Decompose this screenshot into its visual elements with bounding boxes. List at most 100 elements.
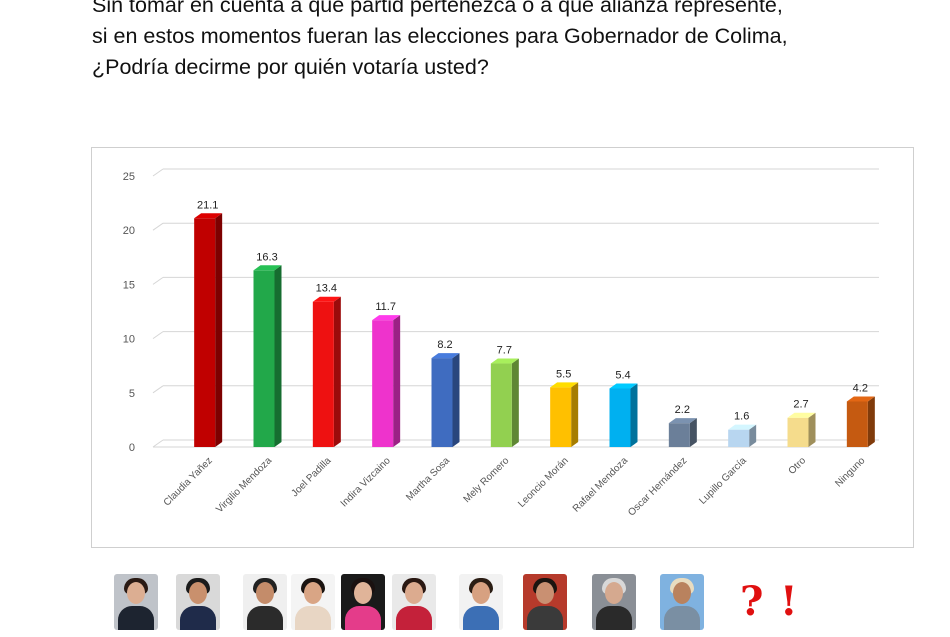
x-tick-label: Otro (787, 455, 809, 477)
gridline-diag (152, 168, 164, 177)
y-tick-label: 10 (123, 334, 135, 346)
bar-front (550, 387, 572, 447)
gridline-diag (152, 385, 164, 394)
bar-front (431, 358, 453, 447)
gridline-diag (152, 331, 164, 340)
question-mark-icon: ? (740, 578, 764, 625)
bar-front (609, 388, 631, 447)
bar-9 (668, 418, 697, 447)
bar-front (846, 401, 868, 447)
bar-3 (312, 296, 341, 447)
gridline-diag (152, 439, 164, 448)
data-label: 2.7 (793, 399, 808, 411)
x-tick-label: Claudia Yañez (162, 455, 215, 508)
data-label: 4.2 (853, 382, 868, 394)
bar-top (668, 418, 697, 424)
bar-chart: 0 5 10 15 20 25 21.1 Claudia Yañez 16.3 Virgilio … (123, 168, 879, 519)
photo-rafael-mendoza (523, 574, 567, 630)
bar-front (490, 363, 512, 447)
bar-top (609, 383, 638, 389)
bar-front (194, 218, 216, 447)
title-line-1: Sin tomar en cuenta a que partid pertene… (92, 0, 783, 17)
data-label: 5.5 (556, 368, 571, 380)
bar-12 (846, 396, 875, 447)
bar-front (253, 270, 275, 447)
chart-frame (91, 147, 914, 548)
candidate-photos-row: ?! (0, 568, 950, 637)
x-tick-label: Martha Sosa (404, 455, 452, 503)
bar-side (808, 412, 816, 447)
bar-8 (609, 383, 638, 447)
bar-top (194, 213, 223, 219)
bar-side (749, 424, 757, 447)
photo-indira-vizcaino (291, 574, 335, 630)
bar-top (550, 382, 579, 388)
gridline-diag (152, 222, 164, 231)
x-tick-label: Joel Padilla (290, 455, 334, 499)
title-line-2: si en estos momentos fueran las eleccion… (92, 24, 788, 48)
data-label: 5.4 (615, 369, 630, 381)
y-tick-label: 0 (129, 442, 135, 454)
y-tick-label: 15 (123, 279, 135, 291)
bar-side (333, 296, 341, 447)
x-tick-label: Rafael Mendoza (571, 455, 631, 515)
bar-top (787, 412, 816, 418)
bar-side (511, 358, 519, 447)
bar-front (372, 320, 394, 447)
x-tick-label: Indira Vizcaino (339, 455, 393, 509)
exclamation-mark-icon: ! (780, 578, 798, 625)
x-tick-label: Virgilio Mendoza (214, 455, 274, 515)
data-label: 8.2 (437, 339, 452, 351)
bar-top (728, 424, 757, 430)
photo-oscar-hernandez (592, 574, 636, 630)
x-tick-label: Leoncio Morán (516, 455, 571, 510)
bar-top (253, 265, 282, 271)
data-label: 16.3 (256, 251, 277, 263)
bar-side (571, 382, 579, 447)
bar-top (490, 358, 519, 364)
data-label: 2.2 (675, 404, 690, 416)
bar-side (215, 213, 223, 447)
bar-7 (550, 382, 579, 447)
photo-martha-sosa (341, 574, 385, 630)
bar-top (312, 296, 341, 302)
bar-side (689, 418, 697, 447)
bar-6 (490, 358, 519, 447)
photo-claudia-yanez (114, 574, 158, 630)
bar-side (867, 396, 875, 447)
x-tick-label: Mely Romero (462, 455, 512, 505)
bar-side (452, 353, 460, 447)
y-tick-label: 20 (123, 225, 135, 237)
bar-11 (787, 412, 816, 447)
photo-mely-romero (392, 574, 436, 630)
x-tick-label: Lupillo García (697, 455, 749, 507)
x-tick-label: Oscar Hernández (626, 455, 689, 518)
page-title: Sin tomar en cuenta a que partid pertene… (92, 0, 912, 83)
data-label: 21.1 (197, 199, 218, 211)
photo-joel-padilla (243, 574, 287, 630)
photo-leoncio-moran (459, 574, 503, 630)
bar-2 (253, 265, 282, 447)
data-label: 7.7 (497, 345, 512, 357)
y-tick-label: 25 (123, 171, 135, 183)
bar-side (274, 265, 282, 447)
photo-lupillo-garcia (660, 574, 704, 630)
data-label: 1.6 (734, 411, 749, 423)
photo-virgilio-mendoza (176, 574, 220, 630)
bar-front (668, 423, 690, 447)
bar-10 (728, 424, 757, 447)
bar-top (846, 396, 875, 402)
bar-top (431, 353, 460, 359)
bar-front (312, 301, 334, 447)
data-label: 11.7 (375, 301, 396, 313)
bar-front (728, 429, 750, 447)
bar-1 (194, 213, 223, 447)
data-label: 13.4 (316, 283, 337, 295)
bar-front (787, 417, 809, 447)
bar-top (372, 315, 401, 321)
x-tick-label: Ninguno (833, 455, 867, 489)
y-tick-label: 5 (129, 388, 135, 400)
bar-side (393, 315, 401, 447)
title-line-3: ¿Podría decirme por quién votaría usted? (92, 55, 489, 79)
bar-side (630, 383, 638, 447)
